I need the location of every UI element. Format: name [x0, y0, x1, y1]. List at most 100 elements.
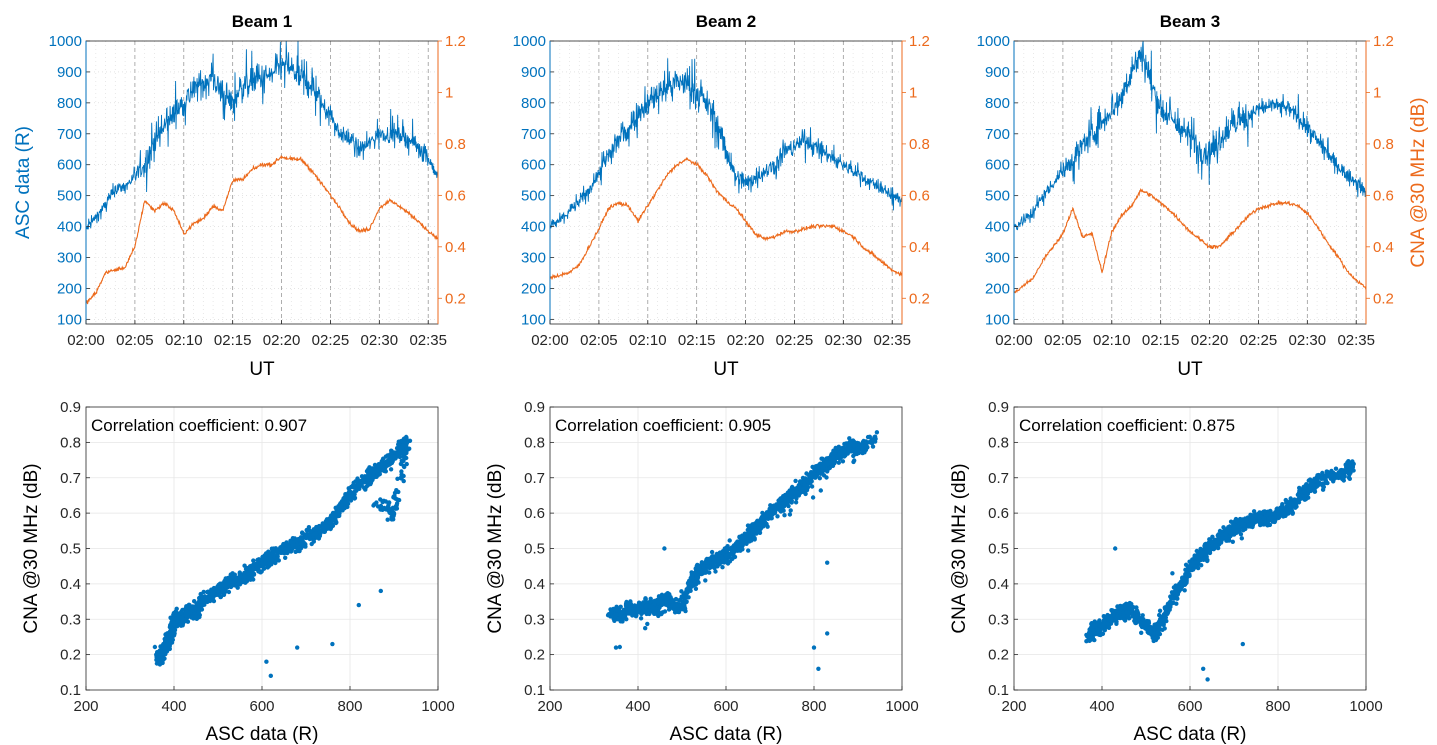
- y2-tick-label: 0.2: [909, 290, 930, 307]
- y-tick-label: 500: [57, 188, 82, 205]
- scatter-point: [711, 562, 716, 567]
- scatter-point: [717, 550, 722, 555]
- scatter-point: [295, 542, 300, 548]
- scatter-point: [779, 496, 785, 502]
- y2-tick-label: 0.6: [909, 187, 930, 204]
- y-tick-label: 0.8: [524, 434, 545, 451]
- asc-line: [1013, 40, 1367, 231]
- scatter-point: [641, 600, 646, 605]
- scatter-point: [307, 533, 312, 538]
- scatter-point: [1200, 550, 1206, 555]
- scatter-point: [825, 560, 830, 565]
- cna-line: [549, 157, 903, 280]
- scatter-point: [782, 513, 787, 518]
- scatter-point: [1251, 509, 1257, 514]
- y2-tick-label: 1.2: [909, 33, 930, 50]
- scatter-point: [732, 554, 738, 560]
- scatter-point: [233, 578, 238, 583]
- scatter-point: [772, 510, 778, 515]
- scatter-point: [281, 541, 286, 547]
- scatter-point: [1204, 554, 1209, 560]
- scatter-point: [852, 458, 857, 463]
- y-tick-label: 300: [985, 250, 1010, 267]
- scatter-point: [713, 569, 718, 574]
- scatter-point: [829, 457, 834, 463]
- scatter-point: [219, 583, 224, 588]
- scatter-point: [720, 555, 725, 561]
- y-tick-label: 700: [521, 126, 546, 143]
- scatter-point: [321, 525, 326, 530]
- scatter-point: [794, 485, 800, 491]
- scatter-point: [1348, 470, 1353, 476]
- scatter-point: [366, 467, 371, 472]
- scatter-point: [863, 441, 868, 446]
- scatter-point: [1111, 611, 1116, 616]
- x-tick-label: 02:10: [1093, 332, 1131, 349]
- y-tick-label: 500: [985, 188, 1010, 205]
- y-tick-label: 0.1: [60, 682, 81, 699]
- scatter-point: [824, 456, 829, 461]
- y-axis-label-right: CNA @30 MHz (dB): [1408, 97, 1429, 267]
- scatter-point: [1281, 511, 1287, 516]
- scatter-point: [1215, 533, 1221, 538]
- scatter-point: [160, 650, 165, 656]
- y-tick-label: 0.7: [60, 470, 81, 487]
- y2-tick-label: 1.2: [445, 33, 466, 50]
- scatter-point: [402, 455, 408, 460]
- y-tick-label: 1000: [513, 33, 546, 50]
- scatter-point: [674, 603, 680, 608]
- scatter-point: [391, 454, 397, 459]
- scatter-point: [399, 472, 404, 477]
- scatter-point: [841, 449, 847, 454]
- scatter-point: [332, 511, 338, 516]
- scatter-point: [1344, 464, 1350, 469]
- scatter-point: [178, 622, 183, 627]
- scatter-point: [242, 578, 248, 583]
- x-tick-label: 400: [625, 698, 650, 715]
- scatter-point: [638, 616, 644, 621]
- scatter-point: [1101, 617, 1107, 623]
- scatter-point: [767, 510, 773, 516]
- scatter-point: [819, 456, 824, 461]
- x-tick-label: 02:10: [165, 332, 203, 349]
- scatter-point: [617, 644, 622, 650]
- y2-tick-label: 0.2: [445, 290, 466, 307]
- y-axis-label: CNA @30 MHz (dB): [485, 463, 506, 633]
- x-tick-label: 1000: [421, 698, 454, 715]
- scatter-point: [1332, 473, 1337, 478]
- scatter-point: [847, 443, 852, 449]
- scatter-point: [1241, 528, 1246, 533]
- scatter-point: [394, 501, 400, 506]
- scatter-point: [235, 585, 240, 590]
- scatter-point: [854, 443, 859, 448]
- scatter-point: [838, 450, 843, 456]
- scatter-point: [1340, 476, 1345, 482]
- scatter-point: [645, 621, 650, 627]
- scatter-point: [744, 535, 749, 540]
- scatter-point: [196, 607, 201, 612]
- scatter-point: [706, 560, 711, 565]
- scatter-point: [707, 570, 712, 575]
- scatter-point: [1157, 612, 1162, 618]
- scatter-point: [339, 503, 344, 509]
- scatter-point: [1199, 563, 1204, 568]
- x-tick-label: 02:00: [531, 332, 569, 349]
- scatter-point: [1170, 571, 1175, 576]
- scatter-point: [1342, 470, 1348, 475]
- scatter-point: [300, 541, 305, 547]
- x-tick-label: 02:35: [409, 332, 447, 349]
- scatter-point: [662, 546, 667, 551]
- scatter-point: [1170, 595, 1175, 601]
- scatter-point: [259, 560, 265, 565]
- scatter-point: [813, 475, 818, 480]
- scatter-point: [627, 606, 632, 611]
- x-tick-label: 800: [801, 698, 826, 715]
- scatter-point: [1121, 604, 1127, 610]
- scatter-point: [809, 484, 815, 489]
- y-tick-label: 900: [57, 64, 82, 81]
- scatter-point: [1240, 521, 1246, 526]
- scatter-point: [702, 567, 707, 572]
- scatter-point: [733, 541, 739, 546]
- scatter-point: [785, 496, 790, 502]
- scatter-point: [192, 599, 197, 604]
